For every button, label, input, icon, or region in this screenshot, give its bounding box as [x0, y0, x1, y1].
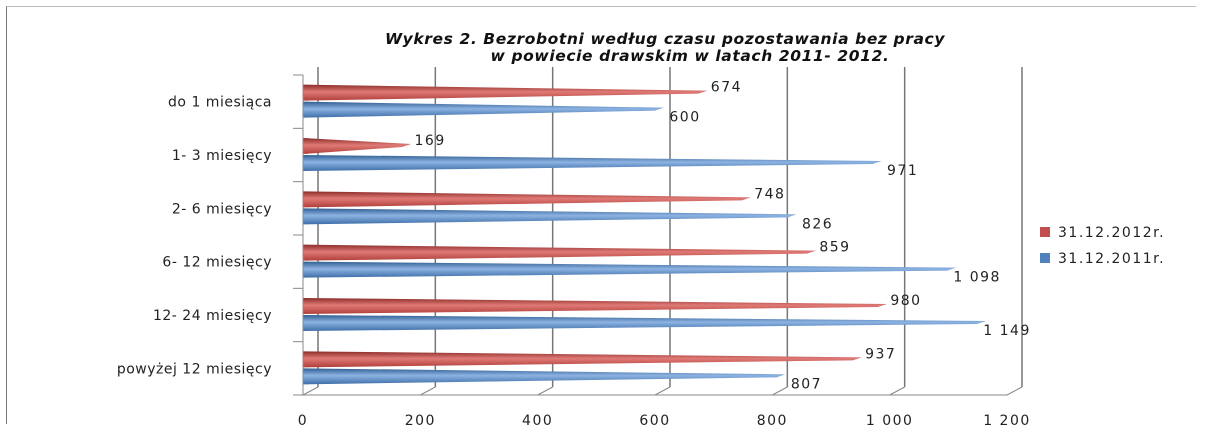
floor-line — [537, 386, 553, 396]
data-label: 748 — [754, 186, 785, 202]
bar-cone — [303, 84, 708, 101]
data-label: 1 098 — [953, 270, 1001, 286]
bar-cone — [303, 261, 957, 278]
legend-entry: 31.12.2011r. — [1058, 251, 1165, 267]
floor-line — [302, 386, 319, 396]
data-label: 600 — [669, 110, 700, 126]
legend-swatch — [1040, 253, 1050, 263]
data-label: 169 — [415, 133, 446, 149]
floor-line — [1006, 386, 1023, 396]
bar-cone — [303, 101, 664, 118]
data-label: 674 — [711, 80, 742, 96]
x-tick-label: 1 200 — [983, 413, 1031, 428]
data-label: 1 149 — [983, 323, 1031, 339]
bar-cone — [303, 191, 751, 208]
x-tick-label: 200 — [405, 413, 436, 428]
category-label: 12- 24 miesięcy — [153, 308, 272, 324]
data-label: 807 — [791, 376, 822, 392]
category-label: 2- 6 miesięcy — [172, 201, 272, 217]
data-label: 980 — [890, 293, 921, 309]
category-label: do 1 miesiąca — [168, 95, 272, 111]
bar-cone — [303, 368, 786, 385]
chart-title-line-2: w powiecie drawskim w latach 2011- 2012. — [491, 47, 890, 65]
floor-line — [889, 386, 905, 396]
floor-line — [654, 386, 671, 396]
chart-title-line-1: Wykres 2. Bezrobotni według czasu pozost… — [385, 30, 945, 48]
category-label: 1- 3 miesięcy — [172, 148, 272, 164]
bar-cone — [303, 315, 987, 331]
category-label: 6- 12 miesięcy — [162, 255, 272, 271]
x-tick-label: 1 000 — [866, 413, 914, 428]
bar-cone — [303, 298, 887, 314]
x-tick-label: 0 — [298, 413, 308, 428]
bar-cone — [303, 155, 882, 171]
floor-line — [772, 386, 788, 396]
chart-frame — [6, 6, 1196, 424]
x-tick-label: 600 — [639, 413, 670, 428]
bar-cone — [303, 351, 862, 368]
x-tick-label: 400 — [522, 413, 553, 428]
bar-cone — [303, 138, 412, 154]
legend-swatch — [1040, 227, 1050, 237]
data-label: 937 — [865, 346, 896, 362]
x-tick-label: 800 — [757, 413, 788, 428]
category-label: powyżej 12 miesięcy — [117, 361, 272, 377]
data-label: 859 — [819, 240, 850, 256]
legend-entry: 31.12.2012r. — [1058, 225, 1165, 241]
bar-cone — [303, 244, 816, 261]
data-label: 826 — [802, 216, 833, 232]
floor-line — [420, 386, 436, 396]
data-label: 971 — [887, 163, 918, 179]
bar-cone — [303, 208, 797, 225]
